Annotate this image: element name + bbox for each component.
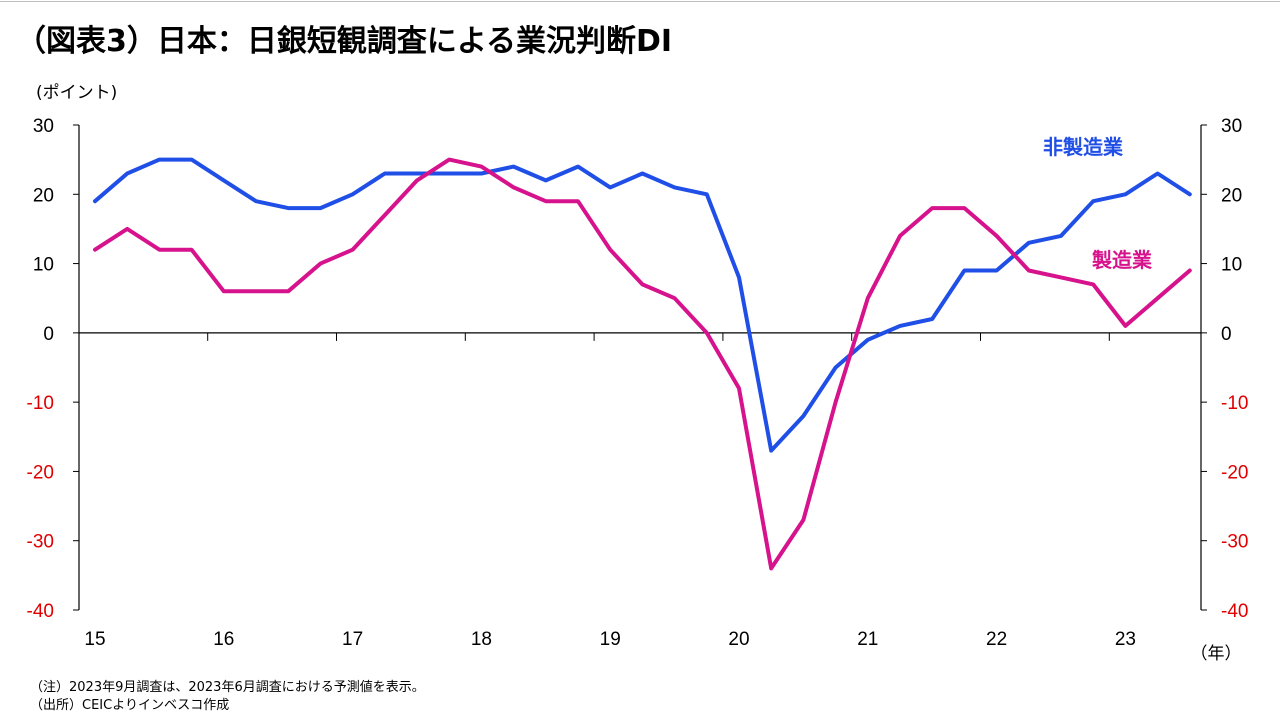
x-axis-unit-label: （年） (1191, 644, 1242, 664)
left-y-tick-label: -10 (27, 393, 54, 414)
left-y-tick-label: 30 (33, 116, 54, 137)
left-y-tick-label: 20 (33, 185, 54, 206)
right-y-tick-label: 30 (1221, 116, 1242, 137)
right-y-tick-label: 20 (1221, 185, 1242, 206)
right-y-tick-label: -20 (1221, 462, 1248, 483)
x-tick-label: 17 (342, 629, 363, 650)
right-y-tick-label: -40 (1221, 601, 1248, 622)
series-label-manufacturing: 製造業 (1092, 248, 1153, 272)
chart-title: （図表3）日本：日銀短観調査による業況判断DI (16, 24, 673, 59)
right-y-tick-label: 10 (1221, 255, 1242, 276)
series-line-non-manufacturing (93, 157, 1192, 453)
right-y-tick-label: -30 (1221, 532, 1248, 553)
footnote-source: （出所）CEICよりインベスコ作成 (30, 698, 230, 713)
x-tick-label: 18 (471, 629, 492, 650)
left-y-tick-label: 0 (43, 324, 54, 345)
x-tick-label: 20 (728, 629, 749, 650)
top-rule (0, 1, 1280, 2)
x-tick-label: 19 (600, 629, 621, 650)
left-y-tick-label: -40 (27, 601, 54, 622)
x-tick-label: 15 (84, 629, 105, 650)
right-y-tick-label: -10 (1221, 393, 1248, 414)
series-label-non-manufacturing: 非製造業 (1043, 135, 1124, 159)
x-tick-label: 16 (213, 629, 234, 650)
x-tick-label: 22 (986, 629, 1007, 650)
right-y-tick-label: 0 (1221, 324, 1232, 345)
series-line-manufacturing (93, 157, 1192, 571)
left-y-tick-label: 10 (33, 255, 54, 276)
x-tick-label: 21 (857, 629, 878, 650)
footnote-note: （注）2023年9月調査は、2023年6月調査における予測値を表示。 (30, 680, 425, 695)
left-y-tick-label: -20 (27, 462, 54, 483)
y-axis-unit-label: (ポイント) (36, 83, 117, 103)
left-y-tick-label: -30 (27, 532, 54, 553)
x-tick-label: 23 (1115, 629, 1136, 650)
